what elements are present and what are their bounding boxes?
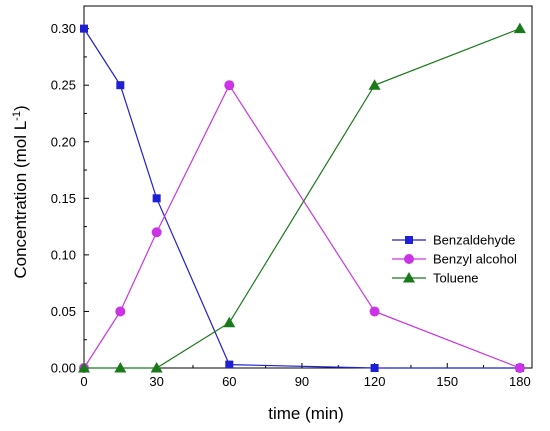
series-line-benzaldehyde <box>83 28 520 369</box>
legend-label-benzyl-alcohol: Benzyl alcohol <box>433 252 517 267</box>
y-tick-label: 0.30 <box>51 21 76 36</box>
plot-area <box>83 5 533 369</box>
legend-label-benzaldehyde: Benzaldehyde <box>433 233 515 248</box>
y-tick-label: 0.05 <box>51 304 76 319</box>
y-axis-title: Concentration (mol L-1) <box>11 105 30 278</box>
data-point-benzyl-alcohol <box>115 306 126 317</box>
data-point-benzyl-alcohol <box>369 306 380 317</box>
y-tick-label: 0.25 <box>51 78 76 93</box>
data-point-benzyl-alcohol <box>224 80 235 91</box>
data-point-toluene <box>78 362 90 373</box>
y-tick-label: 0.15 <box>51 191 76 206</box>
x-tick-label: 180 <box>509 374 531 389</box>
y-axis-title-sup: -1 <box>11 111 23 121</box>
legend-item-benzyl-alcohol: Benzyl alcohol <box>392 252 517 267</box>
series-toluene <box>78 22 526 373</box>
data-point-benzaldehyde <box>116 81 125 90</box>
data-point-benzaldehyde <box>225 360 234 369</box>
legend: Benzaldehyde Benzyl alcohol Toluene <box>392 233 517 286</box>
legend-marker-toluene <box>403 272 415 283</box>
data-point-benzyl-alcohol <box>151 227 162 238</box>
y-axis: 0.00 0.05 0.10 0.15 0.20 0.25 0.30 <box>51 21 89 376</box>
x-axis-title: time (min) <box>268 404 344 423</box>
y-axis-title-main: Concentration (mol L <box>11 121 30 279</box>
y-tick-label: 0.10 <box>51 247 76 262</box>
y-tick-label: 0.20 <box>51 134 76 149</box>
x-tick-label: 30 <box>149 374 163 389</box>
x-axis: 0 30 60 90 120 150 180 <box>80 363 531 389</box>
data-point-toluene <box>114 362 127 373</box>
x-tick-label: 120 <box>364 374 386 389</box>
legend-label-toluene: Toluene <box>433 271 479 286</box>
x-tick-label: 60 <box>222 374 236 389</box>
x-tick-label: 0 <box>80 374 87 389</box>
data-point-benzaldehyde <box>370 364 379 372</box>
data-point-toluene <box>223 316 236 328</box>
data-point-benzaldehyde <box>152 194 161 203</box>
x-tick-label: 150 <box>436 374 458 389</box>
series-line-benzyl-alcohol <box>83 83 521 369</box>
x-tick-label: 90 <box>295 374 309 389</box>
data-point-toluene <box>513 22 526 34</box>
legend-marker-benzyl-alcohol <box>404 254 414 264</box>
legend-item-toluene: Toluene <box>392 271 479 286</box>
legend-item-benzaldehyde: Benzaldehyde <box>392 233 515 248</box>
series-benzyl-alcohol <box>79 80 525 373</box>
data-point-toluene <box>150 362 163 373</box>
data-point-benzyl-alcohol <box>514 363 525 373</box>
data-point-benzaldehyde <box>80 24 88 33</box>
legend-marker-benzaldehyde <box>405 236 413 244</box>
y-tick-label: 0.00 <box>51 361 76 376</box>
series-layer <box>78 22 526 373</box>
data-point-toluene <box>368 79 381 90</box>
y-axis-title-end: ) <box>11 105 30 111</box>
series-line-toluene <box>84 28 521 369</box>
plot-frame <box>83 5 533 369</box>
